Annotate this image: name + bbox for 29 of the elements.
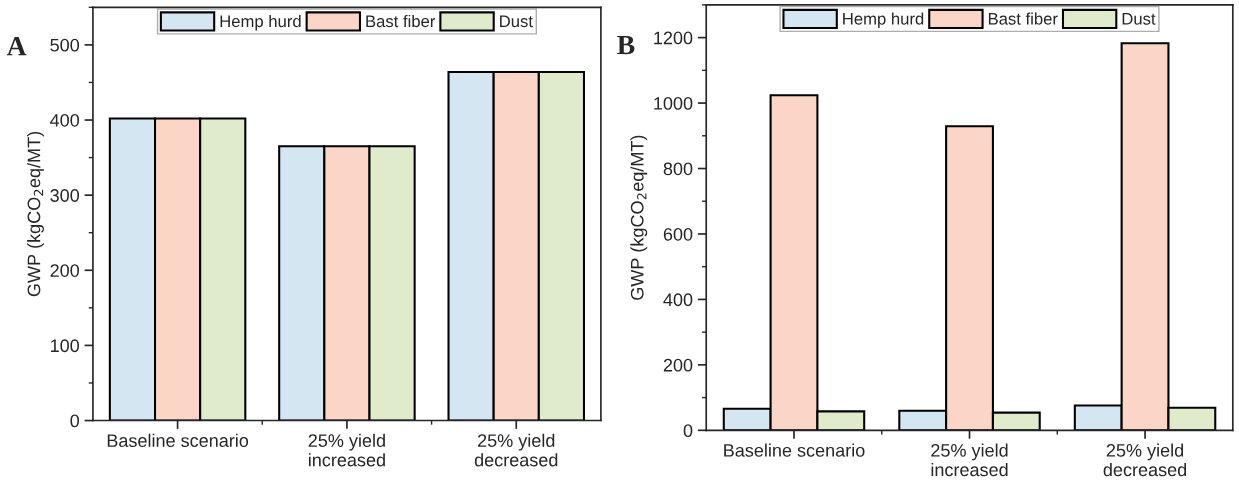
y-axis-title: GWP (kgCO$_{2}$eq/MT) xyxy=(27,132,44,297)
y-tick-label: 100 xyxy=(50,339,80,353)
text: A xyxy=(6,37,27,56)
legend-label: Dust xyxy=(1122,13,1156,25)
legend-label: Bast fiber xyxy=(988,12,1058,25)
text: B xyxy=(617,35,635,55)
y-tick-label: 0 xyxy=(683,424,693,438)
y-tick-label: 0 xyxy=(70,414,80,428)
y-tick-label: 1000 xyxy=(654,97,693,110)
x-tick-label: 25% yield increased xyxy=(931,443,1008,477)
y-tick-label: 500 xyxy=(50,38,80,52)
y-tick-label: 200 xyxy=(50,264,80,277)
y-tick-label: 800 xyxy=(663,162,693,176)
y-tick-label: 1200 xyxy=(654,31,693,45)
x-tick-label: 25% yield decreased xyxy=(1103,443,1187,477)
y-tick-label: 400 xyxy=(50,113,80,127)
x-tick-label: 25% yield decreased xyxy=(474,433,558,467)
x-tick-label: 25% yield increased xyxy=(308,433,385,467)
legend-label: Dust xyxy=(500,15,533,28)
legend-label: Hemp hurd xyxy=(843,12,924,29)
x-tick-label: Baseline scenario xyxy=(107,433,249,447)
legend-label: Hemp hurd xyxy=(220,14,301,31)
y-tick-label: 300 xyxy=(50,189,80,202)
y-axis-title: GWP (kgCO$_{2}$eq/MT) xyxy=(630,135,648,300)
legend-label: Bast fiber xyxy=(366,14,436,28)
y-tick-label: 600 xyxy=(663,227,693,241)
x-tick-label: Baseline scenario xyxy=(724,443,865,457)
y-tick-label: 200 xyxy=(663,358,693,372)
y-tick-label: 400 xyxy=(663,293,693,307)
